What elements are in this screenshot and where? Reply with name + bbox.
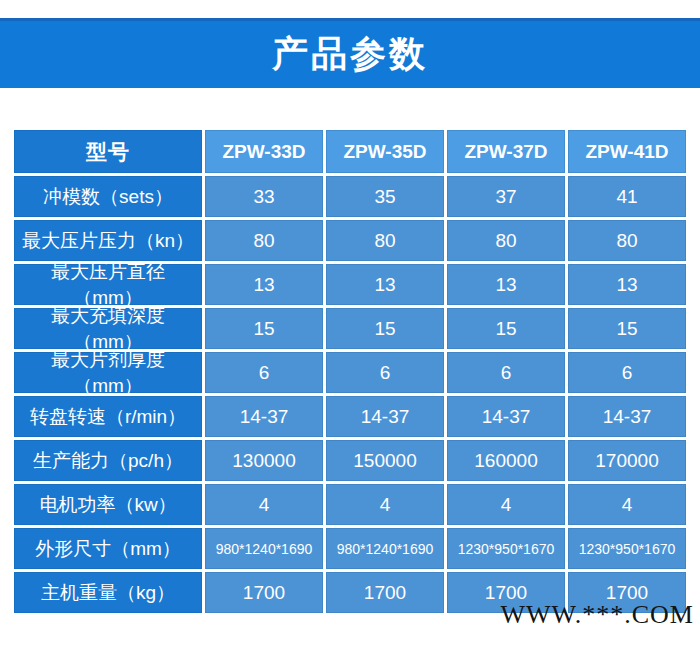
row-label-max-fill-depth: 最大充填深度（mm） (14, 308, 202, 349)
cell-value: 15 (447, 308, 565, 349)
watermark-text: WWW.***.COM (501, 600, 694, 630)
cell-value: 4 (205, 484, 323, 525)
cell-value: 14-37 (447, 396, 565, 437)
row-label-max-pressure: 最大压片压力（kn） (14, 220, 202, 261)
header-model-zpw35d: ZPW-35D (326, 130, 444, 173)
cell-value: 13 (205, 264, 323, 305)
header-model-col: 型号 (14, 130, 202, 173)
cell-value: 15 (205, 308, 323, 349)
cell-value: 170000 (568, 440, 686, 481)
row-label-max-diameter: 最大压片直径（mm） (14, 264, 202, 305)
spec-table: 型号 ZPW-33D ZPW-35D ZPW-37D ZPW-41D 冲模数（s… (14, 130, 686, 613)
cell-value: 80 (447, 220, 565, 261)
cell-value: 37 (447, 176, 565, 217)
cell-value: 980*1240*1690 (205, 528, 323, 569)
cell-value: 14-37 (205, 396, 323, 437)
cell-value: 150000 (326, 440, 444, 481)
cell-value: 13 (568, 264, 686, 305)
row-label-motor-power: 电机功率（kw） (14, 484, 202, 525)
cell-value: 6 (447, 352, 565, 393)
cell-value: 1230*950*1670 (568, 528, 686, 569)
title-banner: 产品参数 (0, 18, 700, 88)
cell-value: 1700 (205, 572, 323, 613)
cell-value: 13 (326, 264, 444, 305)
header-model-zpw41d: ZPW-41D (568, 130, 686, 173)
cell-value: 80 (205, 220, 323, 261)
cell-value: 15 (568, 308, 686, 349)
cell-value: 13 (447, 264, 565, 305)
cell-value: 4 (447, 484, 565, 525)
cell-value: 35 (326, 176, 444, 217)
header-model-zpw37d: ZPW-37D (447, 130, 565, 173)
cell-value: 80 (326, 220, 444, 261)
row-label-turret-speed: 转盘转速（r/min） (14, 396, 202, 437)
page-title: 产品参数 (272, 30, 428, 79)
cell-value: 6 (205, 352, 323, 393)
cell-value: 6 (326, 352, 444, 393)
cell-value: 4 (326, 484, 444, 525)
row-label-max-tablet-thickness: 最大片剂厚度（mm） (14, 352, 202, 393)
header-model-zpw33d: ZPW-33D (205, 130, 323, 173)
row-label-production-capacity: 生产能力（pc/h） (14, 440, 202, 481)
row-label-overall-dimensions: 外形尺寸（mm） (14, 528, 202, 569)
cell-value: 6 (568, 352, 686, 393)
cell-value: 1230*950*1670 (447, 528, 565, 569)
cell-value: 160000 (447, 440, 565, 481)
cell-value: 1700 (326, 572, 444, 613)
row-label-die-sets: 冲模数（sets） (14, 176, 202, 217)
cell-value: 41 (568, 176, 686, 217)
cell-value: 15 (326, 308, 444, 349)
cell-value: 14-37 (568, 396, 686, 437)
cell-value: 980*1240*1690 (326, 528, 444, 569)
cell-value: 80 (568, 220, 686, 261)
cell-value: 130000 (205, 440, 323, 481)
cell-value: 4 (568, 484, 686, 525)
row-label-machine-weight: 主机重量（kg） (14, 572, 202, 613)
cell-value: 14-37 (326, 396, 444, 437)
cell-value: 33 (205, 176, 323, 217)
